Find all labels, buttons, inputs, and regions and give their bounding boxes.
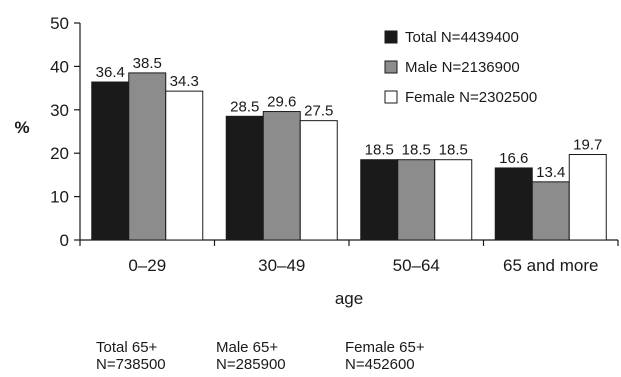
y-tick-label: 0 [60, 231, 69, 250]
legend-swatch [384, 30, 398, 44]
data-label: 18.5 [402, 142, 431, 159]
x-axis-label: age [335, 289, 363, 308]
x-tick-label: 50–64 [393, 256, 440, 275]
footnote-female-label: Female 65+ [345, 339, 425, 356]
bar-male [262, 111, 301, 241]
legend-swatch [384, 90, 398, 104]
legend-label: Total N=4439400 [405, 29, 519, 46]
bar-male [128, 72, 167, 241]
footnote-male-label: Male 65+ [216, 339, 279, 356]
data-label: 18.5 [439, 142, 468, 159]
data-label: 19.7 [573, 137, 602, 154]
data-label: 18.5 [365, 142, 394, 159]
bar-female [165, 90, 204, 241]
footnote-total-label: Total 65+ [96, 339, 158, 356]
x-tick-label: 0–29 [128, 256, 166, 275]
data-label: 34.3 [170, 73, 199, 90]
bar-chart: 0 10 20 30 40 50% 0–29 30–49 50–64 65 and more age… [14, 14, 619, 308]
y-tick-label: 50 [50, 14, 69, 33]
legend-label: Male N=2136900 [405, 59, 520, 76]
y-tick-label: 10 [50, 188, 69, 207]
data-label: 29.6 [267, 94, 296, 111]
y-tick-label: 20 [50, 144, 69, 163]
data-label: 13.4 [536, 164, 565, 181]
data-label: 28.5 [230, 98, 259, 115]
bar-total [494, 167, 533, 241]
bar-total [91, 81, 130, 241]
x-tick-label: 65 and more [503, 256, 598, 275]
data-label: 38.5 [133, 55, 162, 72]
y-tick-label: 30 [50, 101, 69, 120]
data-label: 36.4 [96, 64, 125, 81]
legend-swatch [384, 60, 398, 74]
footnote-total-n: N=738500 [96, 356, 166, 373]
x-tick-label: 30–49 [258, 256, 305, 275]
legend-label: Female N=2302500 [405, 89, 537, 106]
bar-female [434, 159, 473, 241]
bar-female [299, 120, 338, 241]
y-tick-label: 40 [50, 57, 69, 76]
bar-male [397, 159, 436, 241]
footnote-total: Total 65+ N=738500 [96, 339, 166, 373]
bar-total [225, 115, 264, 241]
footnote-female-n: N=452600 [345, 356, 415, 373]
bar-female [568, 154, 607, 241]
data-label: 27.5 [304, 103, 333, 120]
y-axis-label: % [14, 118, 29, 137]
data-label: 16.6 [499, 150, 528, 167]
footnote-male-n: N=285900 [216, 356, 286, 373]
bar-total [360, 159, 399, 241]
footnote-male: Male 65+ N=285900 [216, 339, 286, 373]
bar-male [531, 181, 570, 241]
footnote-female: Female 65+ N=452600 [345, 339, 425, 373]
